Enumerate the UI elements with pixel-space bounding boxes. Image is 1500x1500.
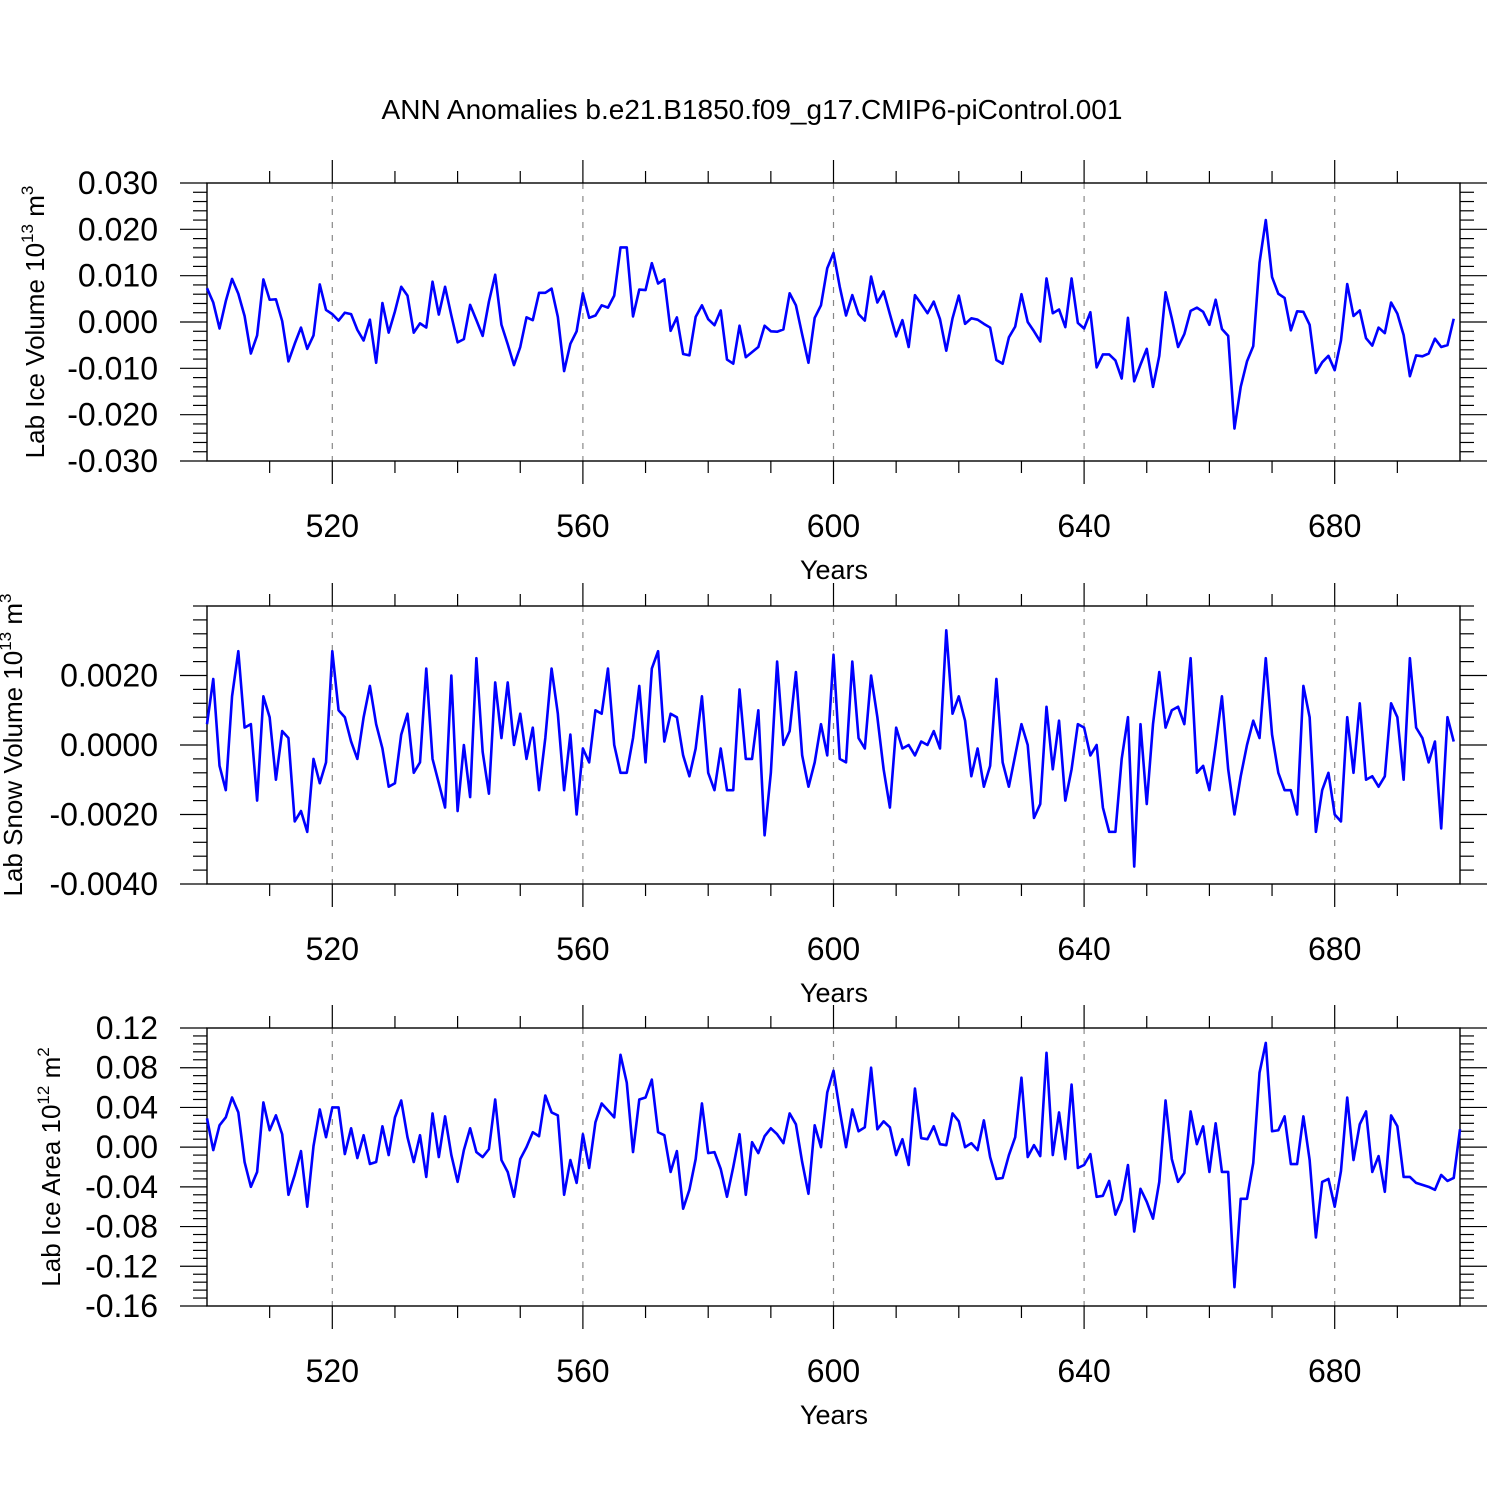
x-tick-label: 600 <box>807 1353 860 1389</box>
panel-3: 520 560 600 640 680 -0.16 -0.12-0.08 -0.04 0.00 0… <box>34 1005 1487 1430</box>
x-tick-label: 680 <box>1308 931 1361 967</box>
x-tick-label: 600 <box>807 931 860 967</box>
x-tick-label: 560 <box>556 1353 609 1389</box>
y-tick-label: -0.0020 <box>49 797 158 833</box>
y-axis-label: Lab Snow Volume 1013 m3 <box>0 593 28 896</box>
x-tick-label: 640 <box>1057 931 1110 967</box>
series-line <box>205 218 1455 430</box>
x-tick-label: 680 <box>1308 508 1361 544</box>
x-tick-label: 560 <box>556 931 609 967</box>
x-tick-label: 640 <box>1057 508 1110 544</box>
x-axis-label: Years <box>800 978 868 1008</box>
y-tick-label: -0.08 <box>85 1209 158 1245</box>
y-tick-label: -0.030 <box>67 443 158 479</box>
y-tick-label: -0.16 <box>85 1288 158 1324</box>
x-tick-label: 520 <box>306 508 359 544</box>
y-tick-label: 0.12 <box>96 1010 158 1046</box>
y-tick-label: 0.010 <box>78 258 158 294</box>
y-axis-label: Lab Ice Area 1012 m2 <box>34 1047 66 1286</box>
y-tick-label: -0.010 <box>67 350 158 386</box>
y-tick-label: 0.0000 <box>60 727 158 763</box>
panel-1: 520 560 600 640 680 -0.030 -0.020 -0.010 0.000 0.… <box>18 160 1487 585</box>
y-tick-label: 0.00 <box>96 1129 158 1165</box>
y-tick-label: -0.0040 <box>49 866 158 902</box>
series-line <box>205 629 1455 868</box>
y-tick-label: 0.020 <box>78 211 158 247</box>
panel-2: 520 560 600 640 680 -0.0040 -0.0020 0.0000 0.002… <box>0 583 1487 1008</box>
x-axis-label: Years <box>800 1400 868 1430</box>
x-tick-label: 600 <box>807 508 860 544</box>
y-tick-label: 0.0020 <box>60 658 158 694</box>
x-tick-label: 680 <box>1308 1353 1361 1389</box>
y-tick-label: 0.08 <box>96 1050 158 1086</box>
y-tick-label: 0.000 <box>78 304 158 340</box>
x-tick-label: 520 <box>306 931 359 967</box>
series-line <box>205 1041 1462 1289</box>
x-tick-label: 560 <box>556 508 609 544</box>
y-tick-label: 0.030 <box>78 165 158 201</box>
y-tick-label: -0.020 <box>67 397 158 433</box>
y-tick-label: -0.12 <box>85 1248 158 1284</box>
panels: 520 560 600 640 680 -0.030 -0.020 -0.010 0.000 0.… <box>0 160 1487 1430</box>
y-axis-label: Lab Ice Volume 1013 m3 <box>18 186 50 459</box>
x-tick-label: 640 <box>1057 1353 1110 1389</box>
figure-title: ANN Anomalies b.e21.B1850.f09_g17.CMIP6-… <box>382 94 1123 125</box>
x-tick-label: 520 <box>306 1353 359 1389</box>
x-axis-label: Years <box>800 555 868 585</box>
y-tick-label: 0.04 <box>96 1089 158 1125</box>
y-tick-label: -0.04 <box>85 1169 158 1205</box>
